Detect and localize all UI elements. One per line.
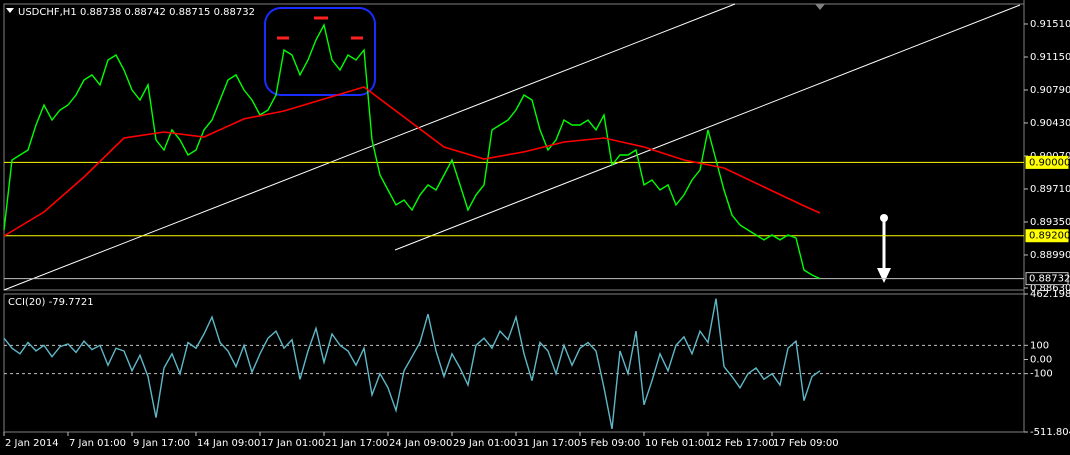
x-tick-label: 24 Jan 09:00 bbox=[389, 438, 452, 449]
y-tick-label: 0.91150 bbox=[1030, 52, 1070, 63]
x-tick-label: 21 Jan 17:00 bbox=[325, 438, 388, 449]
pattern-box bbox=[264, 7, 376, 96]
series-line bbox=[3, 23, 821, 280]
level-label: 0.89200 bbox=[1029, 231, 1070, 242]
x-tick-label: 9 Jan 17:00 bbox=[133, 438, 190, 449]
arrow-head bbox=[877, 268, 891, 283]
y-tick-label: 0.88630 bbox=[1030, 283, 1070, 294]
level-box bbox=[1025, 272, 1069, 286]
channel-line bbox=[3, 3, 736, 291]
x-tick-label: 12 Feb 17:00 bbox=[709, 438, 775, 449]
shift-marker bbox=[815, 4, 825, 10]
y-tick-label: 0.00 bbox=[1030, 354, 1052, 365]
level-box bbox=[1025, 229, 1069, 243]
level-box bbox=[1025, 155, 1069, 169]
y-tick-label: 0.89710 bbox=[1030, 184, 1070, 195]
indicator-title: CCI(20) -79.7721 bbox=[8, 297, 94, 308]
y-tick-label: -511.8047 bbox=[1030, 427, 1070, 438]
y-tick-label: 0.88990 bbox=[1030, 250, 1070, 261]
x-tick-label: 17 Feb 09:00 bbox=[773, 438, 839, 449]
y-tick-label: 100 bbox=[1030, 340, 1049, 351]
chart-title: USDCHF,H1 bbox=[18, 7, 77, 18]
series-line bbox=[3, 298, 821, 430]
series-line bbox=[3, 86, 821, 237]
price-panel bbox=[3, 3, 1025, 291]
x-tick-label: 7 Jan 01:00 bbox=[69, 438, 126, 449]
y-tick-label: 462.1987 bbox=[1030, 289, 1070, 300]
x-tick-label: 5 Feb 09:00 bbox=[581, 438, 640, 449]
x-tick-label: 2 Jan 2014 bbox=[5, 438, 59, 449]
x-tick-label: 31 Jan 17:00 bbox=[517, 438, 580, 449]
level-label: 0.88732 bbox=[1029, 274, 1070, 285]
channel-line bbox=[394, 4, 1021, 251]
x-tick-label: 17 Jan 01:00 bbox=[261, 438, 324, 449]
x-tick-label: 29 Jan 01:00 bbox=[453, 438, 516, 449]
menu-arrow bbox=[6, 8, 14, 13]
y-tick-label: 0.89350 bbox=[1030, 217, 1070, 228]
y-tick-label: -100 bbox=[1030, 369, 1053, 380]
x-tick-label: 10 Feb 01:00 bbox=[645, 438, 711, 449]
y-tick-label: 0.90430 bbox=[1030, 118, 1070, 129]
x-tick-label: 14 Jan 09:00 bbox=[197, 438, 260, 449]
chart-subtitle: 0.88738 0.88742 0.88715 0.88732 bbox=[80, 7, 255, 18]
y-tick-label: 0.90790 bbox=[1030, 85, 1070, 96]
level-label: 0.90000 bbox=[1029, 157, 1070, 168]
y-tick-label: 0.91510 bbox=[1030, 19, 1070, 30]
